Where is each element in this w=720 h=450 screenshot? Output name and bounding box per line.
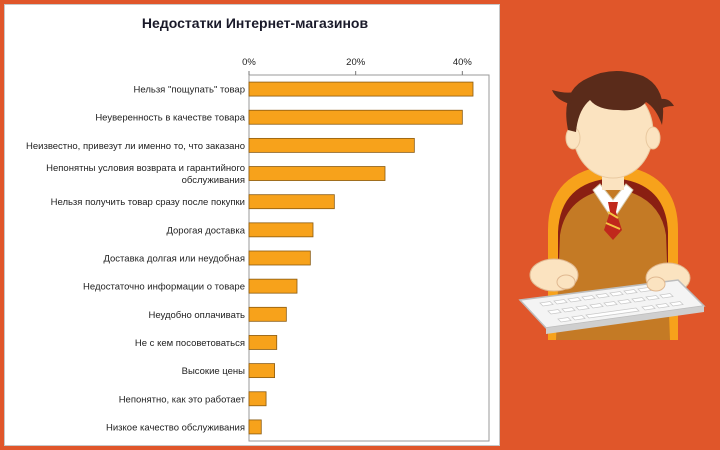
bar	[248, 363, 276, 379]
chart-panel: Недостатки Интернет-магазинов 0% 20% 40% Не…	[4, 4, 500, 446]
bar	[248, 137, 415, 153]
x-tick-label: 0%	[242, 57, 256, 68]
category-label: Недостаточно информации о товаре	[83, 282, 245, 293]
category-label: Неизвестно, привезут ли именно то, что з…	[26, 141, 245, 152]
bar	[248, 419, 262, 435]
category-label: Доставка долгая или неудобная	[103, 254, 245, 265]
bar	[248, 391, 267, 407]
office-worker-illustration	[518, 70, 706, 340]
bar	[248, 278, 298, 294]
category-label: Не с кем посоветоваться	[135, 338, 245, 349]
category-label: Низкое качество обслуживания	[106, 422, 245, 433]
category-label: Дорогая доставка	[166, 225, 245, 236]
category-label: Нельзя получить товар сразу после покупк…	[51, 197, 245, 208]
category-label: Неудобно оплачивать	[148, 310, 245, 321]
category-label: Неуверенность в качестве товара	[95, 113, 245, 124]
bar	[248, 250, 311, 266]
category-label: Непонятно, как это работает	[119, 394, 246, 405]
bar	[248, 222, 314, 238]
bar	[248, 81, 474, 97]
bar	[248, 335, 278, 350]
bar-chart: 0% 20% 40% Нельзя "пощупать" товар Неуверенн…	[26, 57, 490, 442]
category-label: Непонятны условия возврата и гарантийног…	[46, 163, 245, 186]
chart-title: Недостатки Интернет-магазинов	[141, 15, 369, 31]
bar	[248, 109, 463, 125]
x-tick-label: 40%	[453, 57, 473, 68]
bar	[248, 306, 287, 322]
x-tick-label: 20%	[346, 57, 366, 68]
bar	[248, 194, 335, 210]
category-label: Высокие цены	[182, 366, 246, 377]
category-label: Нельзя "пощупать" товар	[134, 85, 246, 96]
bar	[248, 166, 386, 181]
